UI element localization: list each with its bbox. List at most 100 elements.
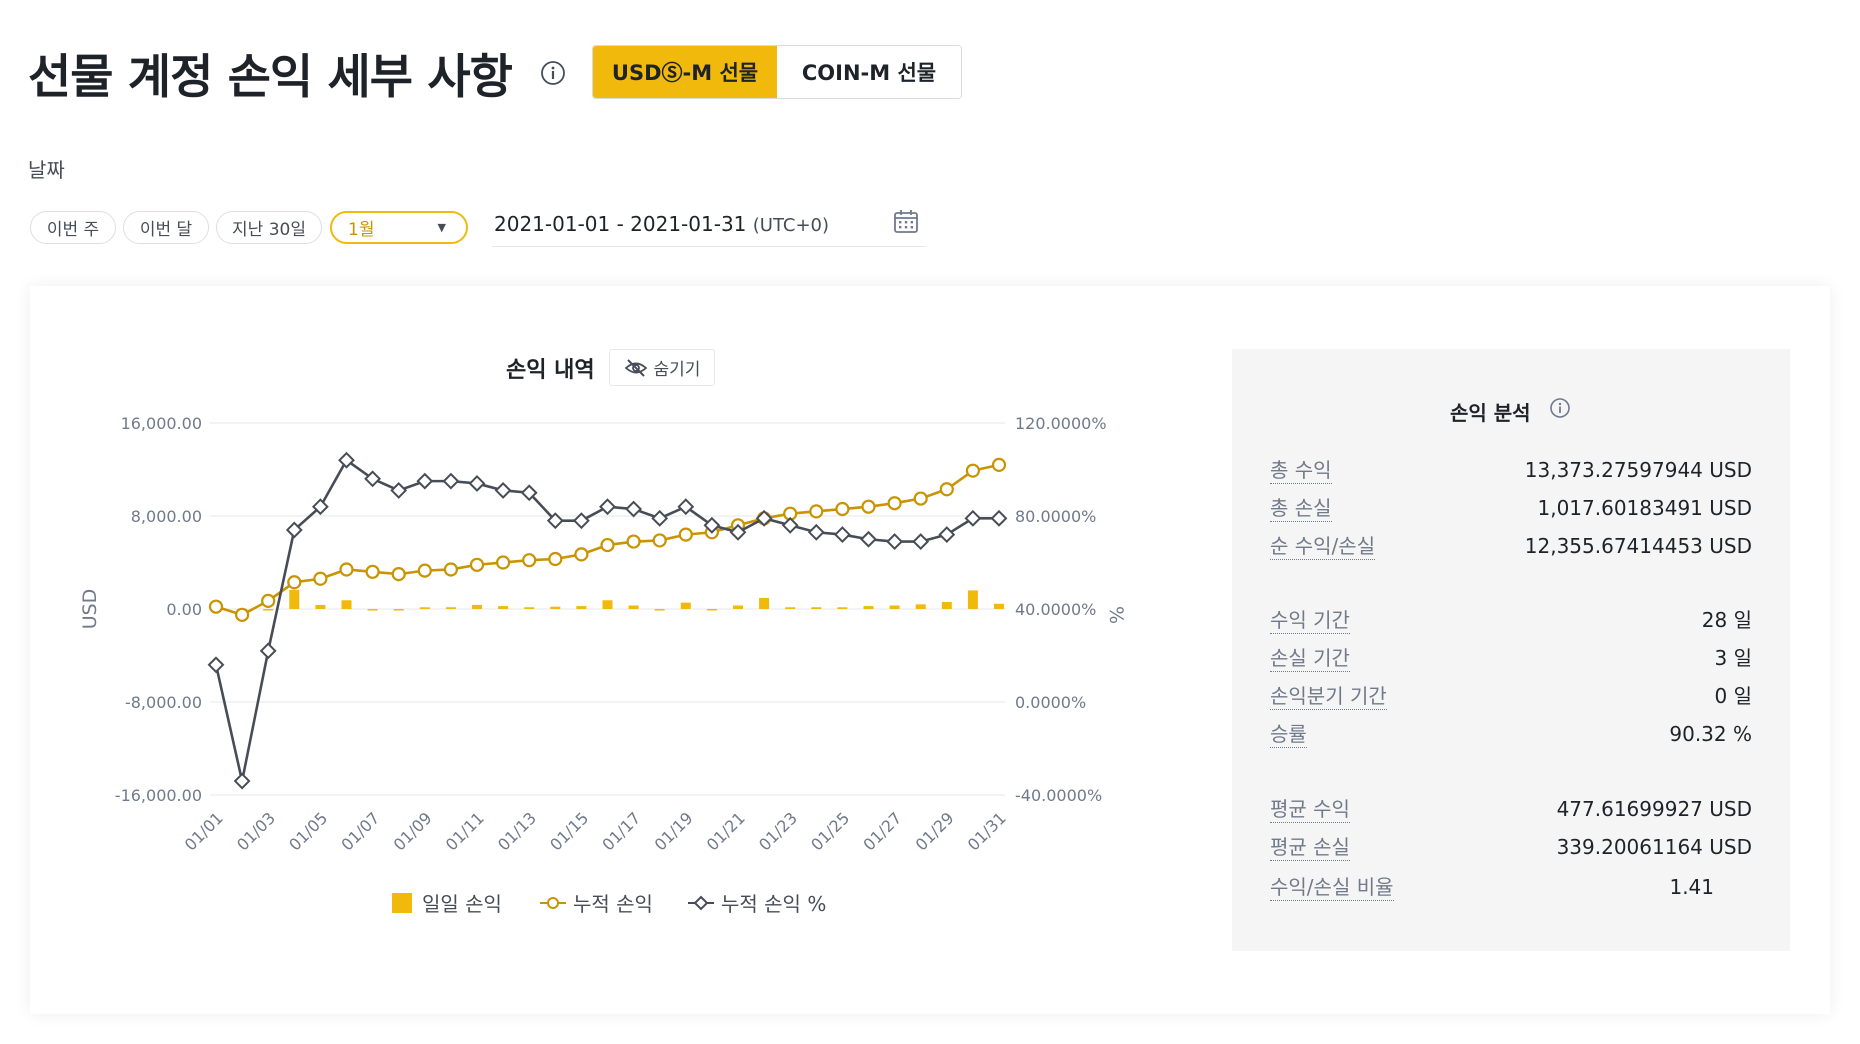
cumulative-pnl-point: [939, 482, 954, 497]
cumulative-pct-point: [259, 642, 277, 660]
stat-key[interactable]: 평균 수익: [1270, 797, 1350, 823]
daily-pnl-bar: [576, 606, 587, 609]
daily-pnl-bar: [915, 604, 926, 609]
daily-pnl-bar: [628, 605, 639, 609]
y2-tick-label: 80.0000%: [1015, 507, 1096, 526]
daily-pnl-bar: [289, 589, 300, 609]
contract-type-tabs: USDⓈ-M 선물 COIN-M 선물: [592, 45, 962, 99]
cumulative-pct-point: [860, 530, 877, 548]
daily-pnl-bar: [472, 604, 482, 609]
stat-key[interactable]: 손실 기간: [1270, 646, 1350, 672]
stat-row-total-profit: 총 수익 13,373.27597944 USD: [1270, 457, 1752, 487]
info-icon[interactable]: [540, 60, 566, 86]
x-tick-label: 01/19: [651, 808, 697, 854]
daily-pnl-bar: [498, 606, 509, 609]
daily-pnl-bar: [733, 605, 743, 609]
cumulative-pnl-point: [522, 553, 537, 568]
cumulative-pct-point: [599, 498, 616, 516]
daily-pnl-bar: [811, 607, 822, 609]
date-range-value: 2021-01-01 - 2021-01-31: [494, 212, 747, 236]
stat-key[interactable]: 승률: [1270, 722, 1307, 748]
cumulative-pnl-point: [887, 496, 902, 511]
y-tick-label: 8,000.00: [131, 507, 202, 526]
y-tick-label: -16,000.00: [115, 786, 202, 805]
stat-value: 477.61699927 USD: [1556, 797, 1752, 821]
x-tick-label: 01/13: [494, 808, 540, 854]
stat-row-loss-days: 손실 기간 3 일: [1270, 645, 1752, 675]
daily-pnl-bar: [863, 606, 874, 609]
cumulative-pct-point: [729, 523, 747, 541]
legend-item-cumulative-pct[interactable]: 누적 손익 %: [687, 888, 826, 917]
daily-pnl-bar: [785, 607, 796, 609]
cumulative-pct-point: [755, 509, 773, 527]
cumulative-pct-point: [912, 533, 930, 550]
calendar-icon[interactable]: [892, 208, 920, 236]
daily-pnl-bar: [524, 607, 535, 609]
y-tick-label: 16,000.00: [121, 414, 202, 433]
hide-chart-button[interactable]: 숨기기: [609, 349, 715, 386]
legend-label-cumulative: 누적 손익: [573, 892, 653, 916]
cumulative-pnl-point: [678, 527, 693, 542]
chart-title: 손익 내역: [506, 358, 595, 383]
cumulative-pct-point: [442, 472, 460, 490]
cumulative-pnl-point: [417, 563, 432, 578]
timezone-label: (UTC+0): [752, 215, 830, 236]
cumulative-pct-point: [703, 516, 721, 534]
stat-value: 13,373.27597944 USD: [1524, 458, 1752, 482]
tab-coin-m-futures[interactable]: COIN-M 선물: [777, 46, 961, 98]
stat-key[interactable]: 수익 기간: [1270, 608, 1350, 634]
y2-tick-label: 40.0000%: [1015, 600, 1096, 619]
this-month-button[interactable]: 이번 달: [123, 211, 209, 244]
date-range-input[interactable]: 2021-01-01 - 2021-01-31 (UTC+0): [492, 208, 926, 247]
cumulative-pct-point: [520, 484, 538, 502]
cumulative-pct-point: [311, 498, 329, 516]
pnl-chart: 16,000.00 120.0000% 8,000.00 80.0000% 0.00 40…: [80, 414, 1127, 854]
cumulative-pct-point: [625, 500, 643, 518]
hide-chart-label: 숨기기: [653, 360, 701, 380]
cumulative-pct-point: [494, 482, 512, 499]
month-select[interactable]: 1월 ▼: [330, 211, 468, 244]
x-tick-label: 01/25: [807, 808, 853, 854]
legend-item-cumulative-pnl[interactable]: 누적 손익: [539, 888, 653, 917]
tab-usds-m-futures[interactable]: USDⓈ-M 선물: [593, 46, 777, 98]
this-week-button[interactable]: 이번 주: [30, 211, 116, 244]
daily-pnl-bar: [602, 600, 613, 609]
x-tick-label: 01/05: [285, 808, 331, 854]
analysis-title: 손익 분석: [1450, 401, 1531, 425]
cumulative-pct-point: [807, 523, 825, 541]
cumulative-pct-point: [364, 470, 382, 488]
stat-value: 0 일: [1714, 684, 1752, 708]
legend-label-daily: 일일 손익: [422, 892, 502, 916]
cumulative-pct-point: [546, 512, 564, 530]
cumulative-pnl-point: [913, 491, 928, 506]
cumulative-pnl-point: [809, 504, 824, 519]
stat-key[interactable]: 순 수익/손실: [1270, 534, 1376, 560]
daily-pnl-bar: [837, 607, 848, 609]
cumulative-pnl-point: [861, 499, 876, 514]
stat-key[interactable]: 손익분기 기간: [1270, 684, 1387, 710]
x-tick-label: 01/03: [233, 808, 279, 854]
cumulative-pnl-point: [443, 562, 458, 577]
cumulative-pnl-point: [626, 534, 641, 549]
stat-key[interactable]: 총 손실: [1270, 496, 1332, 522]
stat-key[interactable]: 평균 손실: [1270, 835, 1350, 861]
x-tick-label: 01/23: [755, 808, 801, 854]
x-tick-label: 01/07: [337, 808, 383, 854]
cumulative-pnl-point: [574, 547, 589, 562]
cumulative-pct-point: [233, 772, 251, 790]
info-icon[interactable]: [1549, 397, 1571, 419]
daily-pnl-bar: [263, 609, 274, 611]
page-title: 선물 계정 손익 세부 사항: [28, 50, 513, 105]
caret-down-icon: ▼: [437, 221, 446, 234]
stat-key[interactable]: 총 수익: [1270, 458, 1332, 484]
stat-key[interactable]: 수익/손실 비율: [1270, 875, 1394, 901]
last-30-days-button[interactable]: 지난 30일: [216, 211, 322, 244]
y2-tick-label: 120.0000%: [1015, 414, 1107, 433]
legend-item-daily-pnl[interactable]: 일일 손익: [392, 888, 502, 917]
cumulative-pct-point: [938, 526, 956, 544]
cumulative-pct-point: [990, 509, 1008, 527]
daily-pnl-bar: [419, 607, 430, 609]
stat-value: 339.20061164 USD: [1556, 835, 1752, 859]
stat-row-breakeven-days: 손익분기 기간 0 일: [1270, 683, 1752, 713]
stat-value: 1,017.60183491 USD: [1537, 496, 1752, 520]
